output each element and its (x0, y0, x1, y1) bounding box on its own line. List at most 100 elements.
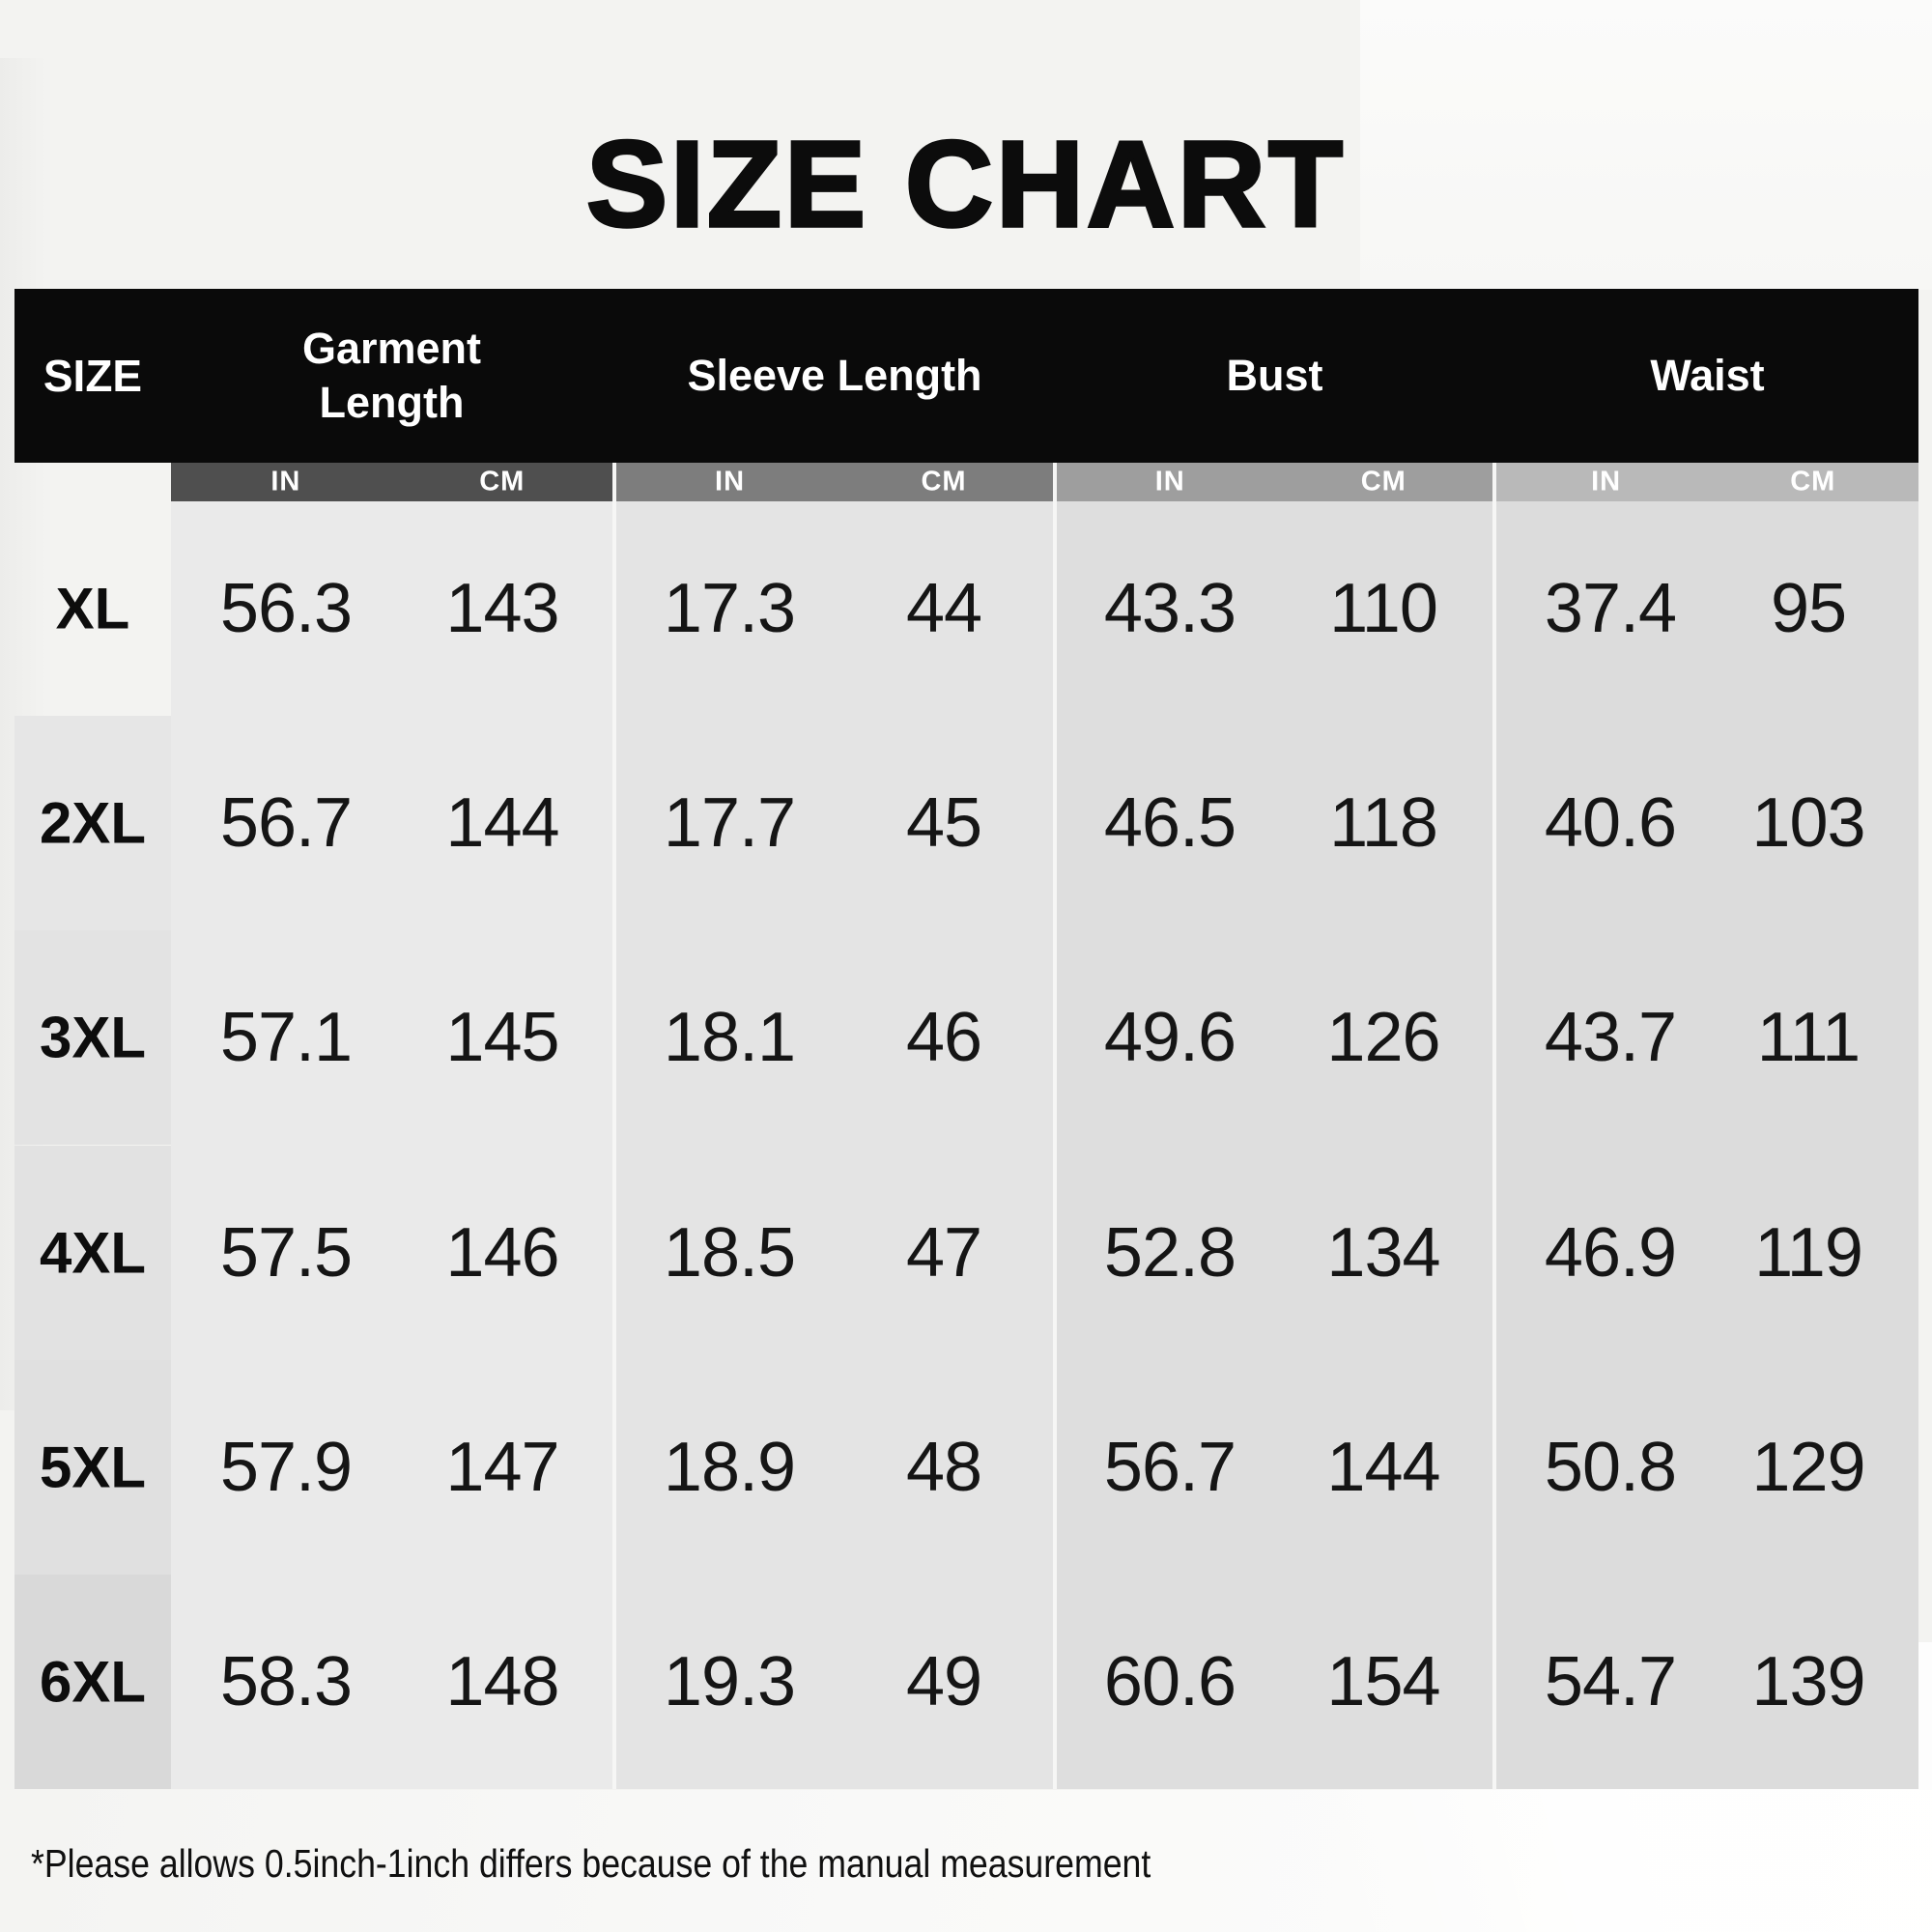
units-row: IN CM IN CM IN CM IN CM (14, 463, 1918, 501)
garment-cm-value: 146 (445, 1213, 559, 1292)
column-header-label: Sleeve Length (687, 351, 982, 400)
bust-cm-value: 110 (1329, 570, 1438, 648)
unit-label-in: IN (1591, 466, 1622, 497)
table-row-xl: XL 56.3 143 17.3 44 43.3 110 37.4 95 (14, 501, 1918, 716)
column-header-label: Waist (1650, 351, 1765, 400)
table-row-4xl: 4XL 57.5 146 18.5 47 52.8 134 46.9 119 (14, 1146, 1918, 1360)
waist-cm-value: 103 (1751, 784, 1865, 863)
size-cell-shade (14, 1145, 171, 1360)
garment-in-value: 56.7 (219, 784, 353, 863)
bust-cm-value: 118 (1329, 784, 1438, 863)
table-row-2xl: 2XL 56.7 144 17.7 45 46.5 118 40.6 103 (14, 716, 1918, 930)
column-separator (1492, 463, 1496, 1789)
body-column-garment (171, 501, 612, 1789)
column-header-label: Bust (1226, 351, 1323, 400)
unit-label-cm: CM (479, 466, 526, 497)
garment-in-value: 56.3 (219, 570, 353, 648)
garment-cm-value: 144 (445, 784, 559, 863)
waist-cm-value: 129 (1751, 1428, 1865, 1506)
table-body: XL 56.3 143 17.3 44 43.3 110 37.4 95 2XL… (14, 463, 1918, 1789)
background-texture (1360, 0, 1932, 290)
bust-cm-value: 134 (1326, 1213, 1440, 1292)
unit-label-cm: CM (1360, 466, 1406, 497)
table-row-3xl: 3XL 57.1 145 18.1 46 49.6 126 43.7 111 (14, 930, 1918, 1145)
bust-cm-value: 126 (1326, 999, 1440, 1077)
sleeve-cm-value: 48 (905, 1428, 982, 1506)
garment-cm-value: 147 (445, 1428, 559, 1506)
bust-in-value: 46.5 (1103, 784, 1236, 863)
column-header-waist: Waist (1496, 289, 1918, 463)
units-bar-bust: IN CM (1057, 463, 1492, 501)
bust-in-value: 56.7 (1103, 1428, 1236, 1506)
garment-cm-value: 143 (445, 570, 559, 648)
size-label: 6XL (39, 1649, 147, 1715)
column-header-label: Garment Length (301, 324, 482, 427)
table-row-6xl: 6XL 58.3 148 19.3 49 60.6 154 54.7 139 (14, 1575, 1918, 1789)
bust-in-value: 49.6 (1103, 999, 1236, 1077)
waist-in-value: 54.7 (1544, 1642, 1677, 1720)
waist-in-value: 50.8 (1544, 1428, 1677, 1506)
bust-in-value: 60.6 (1103, 1642, 1236, 1720)
unit-label-cm: CM (921, 466, 967, 497)
column-header-garment-length: Garment Length (171, 289, 612, 463)
waist-in-value: 43.7 (1544, 999, 1677, 1077)
sleeve-cm-value: 49 (905, 1642, 982, 1720)
bust-in-value: 52.8 (1103, 1213, 1236, 1292)
garment-cm-value: 148 (445, 1642, 559, 1720)
garment-in-value: 57.1 (219, 999, 353, 1077)
sleeve-in-value: 18.9 (663, 1428, 796, 1506)
sleeve-cm-value: 46 (905, 999, 982, 1077)
sleeve-in-value: 19.3 (663, 1642, 796, 1720)
size-label: 5XL (39, 1435, 147, 1500)
sleeve-in-value: 17.3 (663, 570, 796, 648)
size-label: XL (55, 576, 130, 641)
garment-in-value: 58.3 (219, 1642, 353, 1720)
table-row-5xl: 5XL 57.9 147 18.9 48 56.7 144 50.8 129 (14, 1360, 1918, 1575)
column-header-size: SIZE (43, 351, 143, 401)
unit-label-in: IN (1154, 466, 1185, 497)
size-label: 4XL (39, 1220, 147, 1286)
table-header-row: SIZE Garment Length Sleeve Length Bust W… (14, 289, 1918, 463)
footnote-text: *Please allows 0.5inch-1inch differs bec… (31, 1841, 1151, 1886)
garment-in-value: 57.5 (219, 1213, 353, 1292)
size-chart-table: SIZE Garment Length Sleeve Length Bust W… (14, 289, 1918, 1789)
sleeve-in-value: 18.5 (663, 1213, 796, 1292)
waist-cm-value: 111 (1756, 999, 1861, 1077)
bust-cm-value: 154 (1326, 1642, 1440, 1720)
units-bar-garment: IN CM (171, 463, 612, 501)
sleeve-in-value: 17.7 (663, 784, 796, 863)
size-label: 3XL (39, 1005, 147, 1070)
waist-cm-value: 119 (1754, 1213, 1863, 1292)
size-cell-shade (14, 930, 171, 1146)
page-title: SIZE CHART (584, 116, 1346, 252)
sleeve-cm-value: 47 (905, 1213, 982, 1292)
bust-in-value: 43.3 (1103, 570, 1236, 648)
size-cell-shade (14, 716, 171, 931)
column-separator (1053, 463, 1057, 1789)
body-column-sleeve (616, 501, 1053, 1789)
waist-in-value: 46.9 (1544, 1213, 1677, 1292)
garment-in-value: 57.9 (219, 1428, 353, 1506)
body-column-waist (1496, 501, 1918, 1789)
size-label: 2XL (39, 790, 147, 856)
unit-label-in: IN (715, 466, 746, 497)
waist-cm-value: 139 (1751, 1642, 1865, 1720)
sleeve-cm-value: 44 (905, 570, 982, 648)
unit-label-in: IN (270, 466, 301, 497)
garment-cm-value: 145 (445, 999, 559, 1077)
column-separator (612, 463, 616, 1789)
waist-in-value: 40.6 (1544, 784, 1677, 863)
column-header-bust: Bust (1057, 289, 1492, 463)
sleeve-cm-value: 45 (905, 784, 982, 863)
size-cell-shade (14, 1359, 171, 1575)
waist-cm-value: 95 (1770, 570, 1847, 648)
unit-label-cm: CM (1790, 466, 1836, 497)
sleeve-in-value: 18.1 (663, 999, 796, 1077)
waist-in-value: 37.4 (1544, 570, 1677, 648)
bust-cm-value: 144 (1326, 1428, 1440, 1506)
body-column-bust (1057, 501, 1492, 1789)
units-bar-sleeve: IN CM (616, 463, 1053, 501)
size-cell-shade (14, 1574, 171, 1789)
units-bar-waist: IN CM (1496, 463, 1918, 501)
